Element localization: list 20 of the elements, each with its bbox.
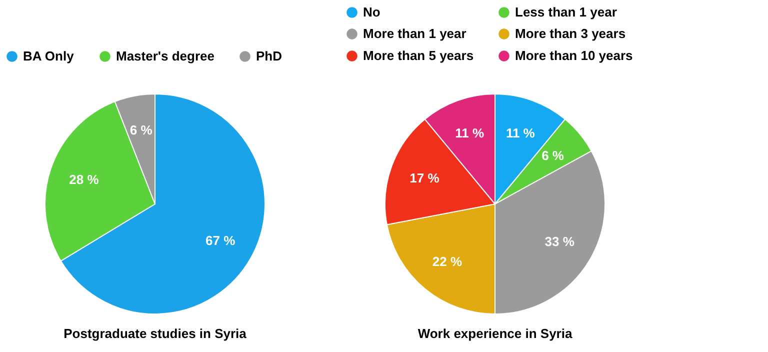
legend-label: PhD <box>256 48 282 64</box>
data-label: 6 % <box>542 148 564 164</box>
data-label: 17 % <box>410 170 440 186</box>
data-label: 6 % <box>130 122 153 138</box>
data-label: 22 % <box>432 254 462 269</box>
data-label: 11 % <box>455 125 484 140</box>
legend-label: More than 10 years <box>515 48 633 63</box>
legend-label: No <box>363 4 380 20</box>
data-label: 11 % <box>506 125 536 140</box>
legend-label: BA Only <box>23 48 75 64</box>
text: Work experience in Syria <box>418 326 573 341</box>
data-label: 67 % <box>206 232 236 248</box>
legend-label: Less than 1 year <box>515 4 617 20</box>
legend-label: More than 1 year <box>363 26 466 41</box>
legend-label: Master's degree <box>116 48 214 64</box>
legend-label: More than 5 years <box>363 48 474 63</box>
data-label: 33 % <box>544 234 575 250</box>
text: Postgraduate studies in Syria <box>64 326 248 341</box>
legend-label: More than 3 years <box>515 26 626 41</box>
data-label: 28 % <box>69 172 100 187</box>
